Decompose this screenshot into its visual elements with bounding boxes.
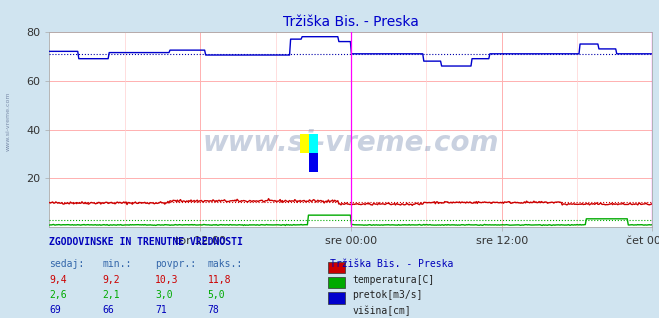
Text: ZGODOVINSKE IN TRENUTNE VREDNOSTI: ZGODOVINSKE IN TRENUTNE VREDNOSTI xyxy=(49,237,243,247)
Text: 69: 69 xyxy=(49,305,61,315)
Text: min.:: min.: xyxy=(102,259,132,269)
Text: 78: 78 xyxy=(208,305,219,315)
Text: Tržiška Bis. - Preska: Tržiška Bis. - Preska xyxy=(330,259,453,269)
Text: 71: 71 xyxy=(155,305,167,315)
Text: 9,2: 9,2 xyxy=(102,275,120,285)
Text: 9,4: 9,4 xyxy=(49,275,67,285)
Text: 2,6: 2,6 xyxy=(49,290,67,300)
Text: www.si-vreme.com: www.si-vreme.com xyxy=(5,91,11,151)
Text: sedaj:: sedaj: xyxy=(49,259,84,269)
Text: 5,0: 5,0 xyxy=(208,290,225,300)
Text: www.si-vreme.com: www.si-vreme.com xyxy=(203,129,499,157)
Text: povpr.:: povpr.: xyxy=(155,259,196,269)
Title: Tržiška Bis. - Preska: Tržiška Bis. - Preska xyxy=(283,15,419,29)
Text: 66: 66 xyxy=(102,305,114,315)
Text: maks.:: maks.: xyxy=(208,259,243,269)
Bar xyxy=(309,134,318,153)
Text: 2,1: 2,1 xyxy=(102,290,120,300)
Text: višina[cm]: višina[cm] xyxy=(353,305,411,316)
Text: pretok[m3/s]: pretok[m3/s] xyxy=(353,290,423,300)
Text: temperatura[C]: temperatura[C] xyxy=(353,275,435,285)
Text: 3,0: 3,0 xyxy=(155,290,173,300)
Bar xyxy=(300,134,309,153)
Text: 11,8: 11,8 xyxy=(208,275,231,285)
Bar xyxy=(309,153,318,172)
Text: 10,3: 10,3 xyxy=(155,275,179,285)
